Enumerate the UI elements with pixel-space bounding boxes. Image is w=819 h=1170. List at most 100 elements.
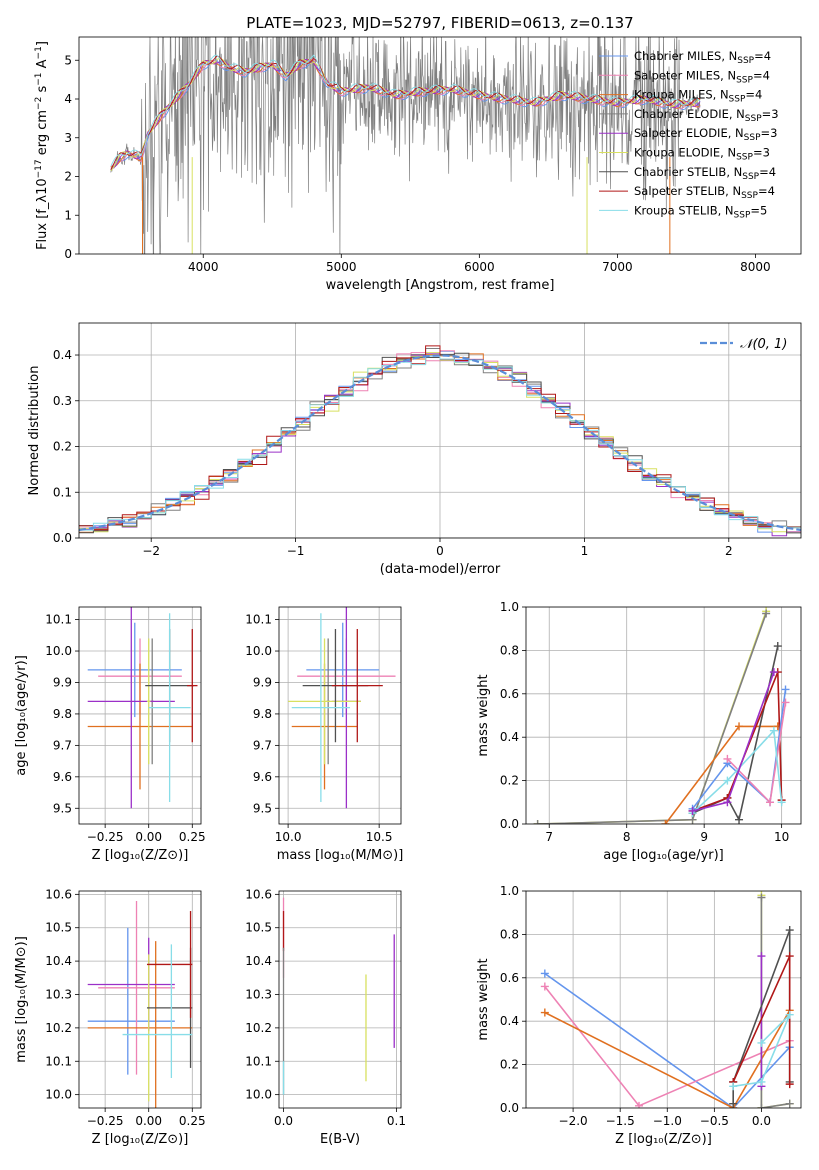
y-axis-label-part: age [log₁₀(age/yr)] (14, 655, 29, 776)
weight-line (544, 1009, 791, 1108)
gaussian-curve (79, 354, 801, 532)
panel-age-vs-Z: −0.25 0.00 0.25 9.5 9.6 9.7 9.8 9.9 10.0 10.1 Z [l… (14, 606, 206, 863)
y-tick-label: 0.4 (53, 348, 72, 362)
axes-frame (78, 890, 202, 1109)
legend-label-part: =4 (745, 88, 762, 102)
plot-area (279, 607, 401, 824)
x-tick-label: 2 (725, 544, 733, 558)
y-tick-label: 9.9 (253, 675, 272, 689)
weight-marker (735, 815, 744, 824)
weight-marker (757, 1038, 766, 1047)
weight-marker (785, 1099, 794, 1108)
y-tick-label: 10.6 (245, 887, 272, 901)
weight-marker (723, 776, 732, 785)
y-tick-label: 0.0 (500, 817, 519, 831)
axes-frame (278, 606, 402, 825)
y-tick-label: 10.0 (245, 1088, 272, 1102)
y-axis-label-part: A (35, 59, 50, 72)
x-axis-label: E(B-V) (320, 1132, 360, 1147)
legend-label-part: Salpeter MILES, N (634, 68, 736, 82)
x-axis-label: Z [log₁₀(Z/Z⊙)] (92, 848, 189, 863)
y-tick-label: 10.1 (45, 613, 72, 627)
panel-mass-vs-Z: −0.25 0.00 0.25 10.0 10.1 10.2 10.3 10.4 10.5 10.… (14, 887, 206, 1147)
y-tick-label: 10.1 (45, 1054, 72, 1068)
panel-mass-vs-ebv: 0.0 0.1 10.0 10.1 10.2 10.3 10.4 10.5 10.6 E(B-V) (245, 887, 406, 1147)
legend-label-part: Kroupa ELODIE, N (634, 146, 736, 160)
y-axis-label: Flux [f_λ10−17 erg cm−2 s−1 A−1] (34, 41, 50, 250)
weight-line (760, 895, 790, 1108)
legend-label-part: SSP (745, 114, 762, 124)
y-axis-label-part: Flux [f_λ10 (35, 178, 50, 250)
legend-label: Kroupa STELIB, NSSP=5 (634, 203, 767, 220)
x-axis-label: mass [log₁₀(M/M⊙)] (277, 848, 404, 863)
legend-label-part: =4 (754, 49, 771, 63)
y-axis-label-part: mass [log₁₀(M/M⊙)] (14, 936, 29, 1063)
weight-marker (757, 1104, 766, 1108)
legend-label-part: Salpeter STELIB, N (634, 184, 741, 198)
weight-marker (769, 668, 778, 677)
figure-title: PLATE=1023, MJD=52797, FIBERID=0613, z=0… (246, 14, 633, 32)
x-tick-label: 0.25 (179, 830, 206, 844)
y-axis-label-part: −1 (34, 72, 44, 85)
y-tick-label: 2 (64, 170, 72, 184)
y-tick-label: 10.0 (45, 1088, 72, 1102)
y-tick-label: 9.7 (53, 738, 72, 752)
x-tick-label: −0.25 (87, 1114, 124, 1128)
x-axis-label-part: Z [log₁₀(Z/Z⊙)] (92, 1132, 189, 1147)
y-tick-label: 10.2 (245, 1021, 272, 1035)
x-tick-label: 8 (623, 830, 631, 844)
weight-line (760, 897, 790, 1108)
axes-frame (525, 890, 802, 1109)
model-line (110, 58, 701, 171)
panel-residuals: −2 −1 0 1 2 0.0 0.1 0.2 0.3 0.4 (data-model)/error… (27, 322, 802, 577)
y-tick-label: 1 (64, 208, 72, 222)
y-tick-label: 9.6 (253, 770, 272, 784)
y-axis-label: age [log₁₀(age/yr)] (14, 655, 29, 776)
plot-area (110, 37, 701, 254)
legend-label-part: SSP (741, 191, 758, 201)
legend-label-part: Chabrier MILES, N (634, 49, 737, 63)
y-tick-label: 0 (64, 247, 72, 261)
weight-marker (785, 1080, 794, 1089)
legend-label-part: SSP (736, 75, 753, 85)
x-tick-label: −1.5 (606, 1114, 635, 1128)
weight-marker (540, 982, 549, 991)
x-tick-label: −1 (287, 544, 305, 558)
y-tick-label: 9.6 (53, 770, 72, 784)
y-tick-label: 10.0 (45, 644, 72, 658)
x-axis-label-part: age [log₁₀(age/yr)] (603, 848, 724, 863)
y-axis-label: mass [log₁₀(M/M⊙)] (14, 936, 29, 1063)
x-tick-label: 8000 (740, 260, 771, 274)
x-tick-label: 0.1 (387, 1114, 406, 1128)
y-axis-label-part: −2 (34, 97, 44, 110)
x-axis-label: Z [log₁₀(Z/Z⊙)] (615, 1132, 712, 1147)
legend-label-part: Chabrier ELODIE, N (634, 107, 745, 121)
y-tick-label: 1.0 (500, 600, 519, 614)
weight-line (692, 645, 779, 822)
weight-line (691, 728, 783, 814)
weight-marker (635, 1101, 644, 1108)
y-tick-label: 0.4 (500, 1014, 519, 1028)
weight-marker (735, 722, 744, 731)
weight-marker (781, 685, 790, 694)
axes-frame (278, 890, 402, 1109)
weight-line (544, 972, 791, 1108)
weight-marker (757, 893, 766, 902)
legend-label-part: SSP (737, 56, 754, 66)
weight-marker (785, 926, 794, 935)
x-tick-label: 0.00 (135, 830, 162, 844)
y-axis-label-part: mass weight (476, 674, 491, 756)
y-tick-label: 0.8 (500, 927, 519, 941)
weight-marker (723, 754, 732, 763)
legend-label-part: SSP (736, 153, 753, 163)
y-axis-label-part: −1 (34, 46, 44, 59)
weight-marker (766, 798, 775, 807)
legend-label: Salpeter STELIB, NSSP=4 (634, 184, 775, 201)
legend-label-part: =3 (762, 107, 779, 121)
y-tick-label: 10.1 (245, 613, 272, 627)
panel-spectrum: 4000 5000 6000 7000 8000 0 1 2 3 4 5 wavelength [An… (34, 36, 802, 293)
y-tick-label: 10.1 (245, 1054, 272, 1068)
legend-label-part: =4 (753, 68, 770, 82)
